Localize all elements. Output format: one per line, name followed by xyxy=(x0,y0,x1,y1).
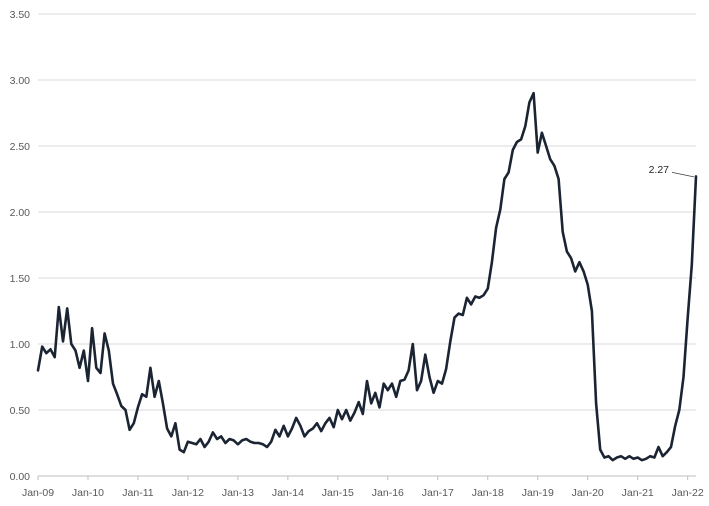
callout-leader-line xyxy=(671,171,695,178)
x-tick-label: Jan-13 xyxy=(222,487,254,499)
x-tick-label: Jan-11 xyxy=(122,487,153,499)
x-tick-label: Jan-14 xyxy=(272,487,304,499)
y-tick-label: 1.50 xyxy=(10,273,31,285)
y-tick-label: 2.00 xyxy=(10,207,31,219)
x-tick-label: Jan-10 xyxy=(72,487,104,499)
grid-layer xyxy=(38,13,696,477)
series-layer xyxy=(36,91,698,462)
y-tick-label: 0.00 xyxy=(10,471,31,483)
x-tick-label: Jan-21 xyxy=(622,487,654,499)
x-tick-label: Jan-20 xyxy=(572,487,604,499)
y-tick-label: 2.50 xyxy=(10,141,31,153)
annotation-layer: 2.27 xyxy=(649,164,695,178)
x-tick-label: Jan-19 xyxy=(522,487,554,499)
x-tick-label: Jan-16 xyxy=(372,487,404,499)
x-tick-label: Jan-12 xyxy=(172,487,204,499)
x-tick-label: Jan-22 xyxy=(672,487,704,499)
x-axis-ticks: Jan-09 Jan-10 Jan-11 Jan-12 Jan-13 Jan-14 Jan-… xyxy=(22,476,704,499)
y-axis-ticks: 0.00 0.50 1.00 1.50 2.00 2.50 3.00 3.50 xyxy=(10,9,31,483)
y-tick-label: 3.50 xyxy=(10,9,31,21)
last-value-label: 2.27 xyxy=(649,164,670,176)
x-tick-label: Jan-17 xyxy=(422,487,454,499)
x-tick-label: Jan-18 xyxy=(472,487,504,499)
y-tick-label: 0.50 xyxy=(10,405,31,417)
x-tick-label: Jan-09 xyxy=(22,487,54,499)
y-tick-label: 1.00 xyxy=(10,339,31,351)
series-line xyxy=(36,91,698,462)
x-tick-label: Jan-15 xyxy=(322,487,354,499)
y-tick-label: 3.00 xyxy=(10,75,31,87)
